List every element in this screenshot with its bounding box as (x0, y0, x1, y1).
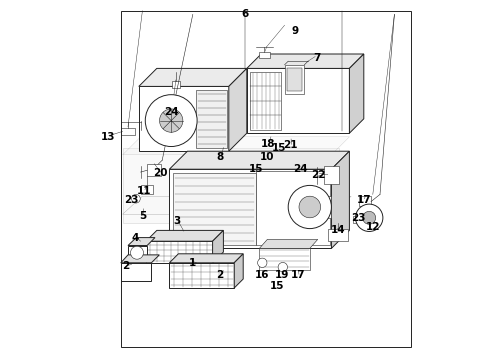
Polygon shape (288, 68, 301, 91)
Text: 5: 5 (139, 211, 146, 221)
Text: 1: 1 (189, 258, 196, 268)
Text: 4: 4 (131, 233, 139, 243)
Circle shape (288, 185, 331, 229)
Polygon shape (285, 65, 304, 94)
Polygon shape (331, 151, 349, 248)
Polygon shape (196, 90, 227, 148)
Polygon shape (170, 263, 234, 288)
Polygon shape (324, 166, 339, 184)
Polygon shape (121, 263, 151, 281)
Polygon shape (170, 151, 349, 169)
Polygon shape (146, 230, 223, 241)
Polygon shape (170, 169, 331, 248)
Text: 20: 20 (153, 168, 168, 178)
Text: 15: 15 (270, 281, 285, 291)
Circle shape (278, 262, 288, 272)
Polygon shape (328, 229, 347, 241)
Polygon shape (360, 196, 371, 206)
Circle shape (299, 196, 320, 218)
Polygon shape (139, 68, 247, 86)
Text: 10: 10 (259, 152, 274, 162)
Text: 3: 3 (173, 216, 180, 226)
Text: 16: 16 (255, 270, 270, 280)
Polygon shape (259, 52, 270, 58)
Text: 19: 19 (275, 270, 290, 280)
Polygon shape (121, 255, 159, 263)
Polygon shape (147, 164, 162, 176)
Polygon shape (247, 68, 349, 133)
Polygon shape (173, 173, 256, 245)
Text: 6: 6 (242, 9, 248, 19)
Polygon shape (259, 248, 310, 270)
Bar (121, 11, 411, 347)
Text: 12: 12 (366, 222, 380, 232)
Polygon shape (128, 246, 147, 260)
Text: 14: 14 (331, 225, 346, 235)
Text: 21: 21 (284, 140, 298, 150)
Circle shape (356, 204, 383, 231)
Text: 24: 24 (164, 107, 178, 117)
Text: 7: 7 (313, 53, 320, 63)
Polygon shape (229, 68, 247, 151)
Polygon shape (146, 241, 213, 263)
Circle shape (363, 211, 376, 224)
Text: 22: 22 (312, 170, 326, 180)
Polygon shape (170, 254, 243, 263)
Polygon shape (172, 81, 180, 88)
Text: 15: 15 (248, 164, 263, 174)
Circle shape (132, 194, 140, 203)
Text: 15: 15 (272, 143, 287, 153)
Polygon shape (324, 196, 331, 218)
Text: 23: 23 (351, 213, 366, 223)
Polygon shape (122, 148, 339, 223)
Circle shape (145, 95, 197, 147)
Circle shape (258, 258, 267, 267)
Text: 8: 8 (216, 152, 223, 162)
Polygon shape (250, 72, 281, 130)
Polygon shape (247, 54, 364, 68)
Text: 18: 18 (261, 139, 276, 149)
Text: 24: 24 (294, 164, 308, 174)
Polygon shape (353, 216, 365, 223)
Circle shape (160, 109, 183, 132)
Text: 11: 11 (137, 186, 151, 196)
Text: 13: 13 (101, 132, 116, 142)
Text: 23: 23 (124, 195, 139, 205)
Circle shape (130, 246, 144, 259)
Text: 9: 9 (292, 26, 299, 36)
Polygon shape (349, 54, 364, 133)
Polygon shape (121, 128, 135, 135)
Polygon shape (122, 196, 351, 214)
Text: 2: 2 (216, 270, 223, 280)
Polygon shape (128, 238, 155, 246)
Polygon shape (122, 137, 349, 155)
Polygon shape (256, 171, 330, 245)
Polygon shape (234, 254, 243, 288)
Polygon shape (139, 86, 229, 151)
Text: 17: 17 (291, 270, 306, 280)
Polygon shape (213, 230, 223, 263)
Text: 17: 17 (357, 195, 371, 205)
Polygon shape (259, 239, 318, 248)
Text: 2: 2 (122, 261, 130, 271)
Polygon shape (141, 185, 153, 194)
